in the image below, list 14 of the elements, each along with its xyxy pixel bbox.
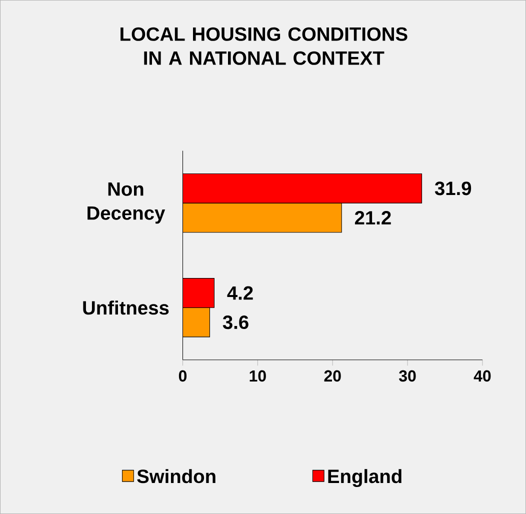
x-tick-label: 20 [324,370,341,382]
data-label: 4.2 [227,286,253,300]
x-tick-label: 40 [474,370,491,382]
data-label: 3.6 [222,315,248,330]
legend-label: Swindon [137,469,216,484]
y-tick-label: Unfitness [83,300,169,315]
x-tick-label: 30 [399,370,416,382]
data-label: 21.2 [354,211,391,224]
chart-title: LOCAL HOUSING CONDITIONS IN A NATIONAL CONTEXT [120,27,408,65]
y-tick-label: Non Decency [88,182,166,224]
data-label: 31.9 [434,182,472,196]
x-tick-label: 10 [250,370,266,382]
legend-label: England [328,469,402,488]
x-tick-label: 0 [178,370,187,382]
